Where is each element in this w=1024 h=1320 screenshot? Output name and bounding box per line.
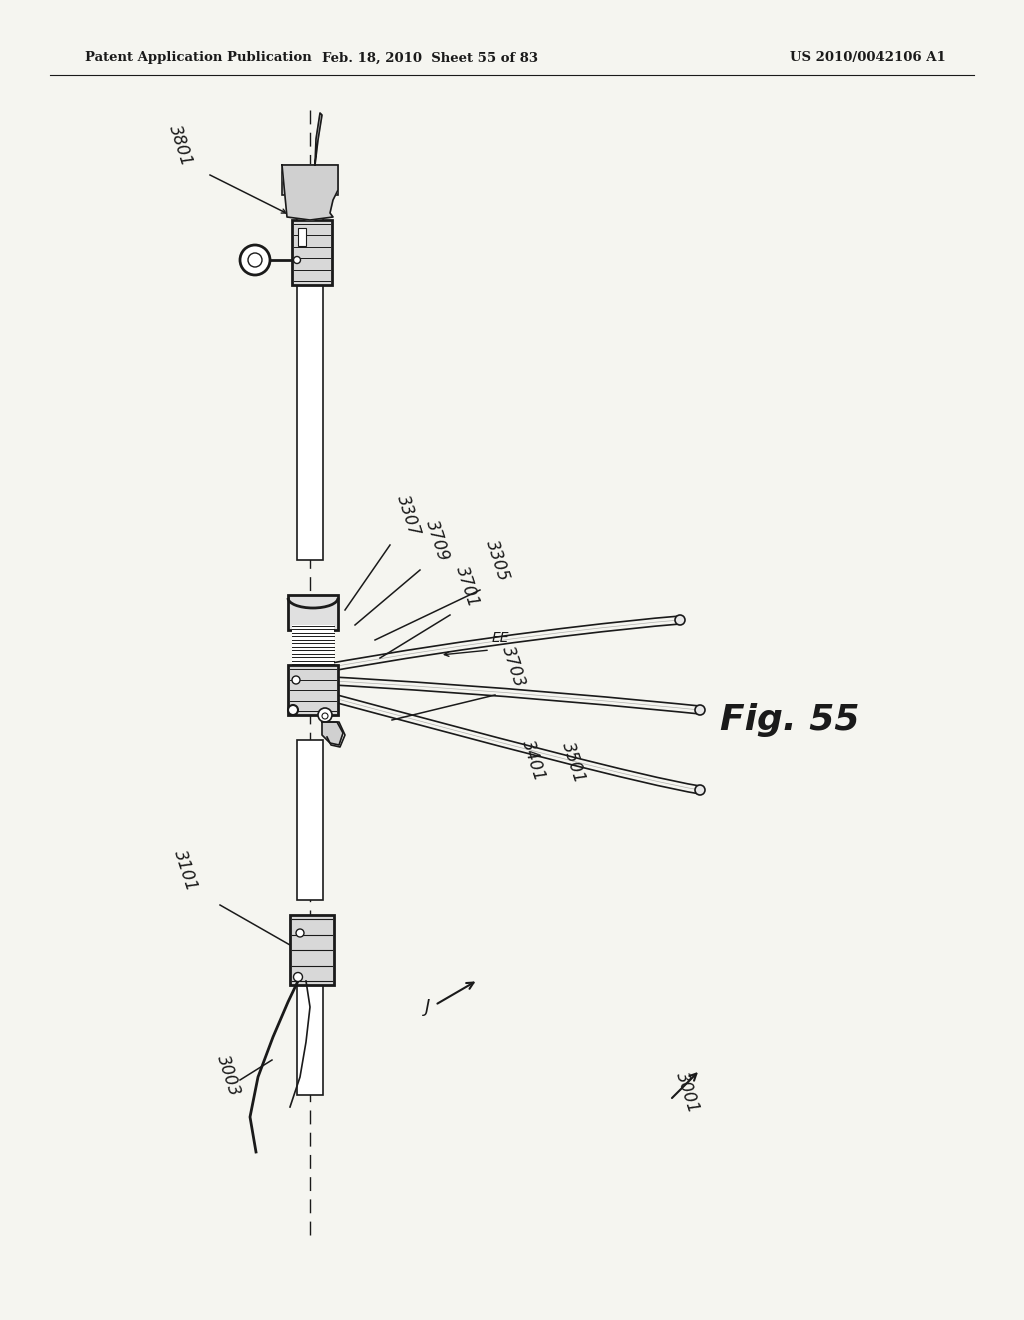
Circle shape bbox=[322, 713, 328, 719]
Circle shape bbox=[248, 253, 262, 267]
Polygon shape bbox=[322, 722, 343, 744]
Text: 3305: 3305 bbox=[482, 539, 512, 583]
Circle shape bbox=[240, 246, 270, 275]
Text: 3401: 3401 bbox=[518, 738, 548, 784]
Bar bbox=[292, 624, 334, 665]
Bar bbox=[290, 915, 334, 985]
Text: Feb. 18, 2010  Sheet 55 of 83: Feb. 18, 2010 Sheet 55 of 83 bbox=[322, 51, 538, 65]
Bar bbox=[282, 165, 338, 195]
Polygon shape bbox=[315, 114, 322, 165]
Text: Patent Application Publication: Patent Application Publication bbox=[85, 51, 311, 65]
Circle shape bbox=[294, 973, 302, 982]
Text: 3101: 3101 bbox=[170, 847, 200, 894]
Circle shape bbox=[288, 705, 298, 715]
Polygon shape bbox=[282, 165, 338, 220]
Text: 3703: 3703 bbox=[498, 644, 528, 690]
Text: 3001: 3001 bbox=[672, 1071, 702, 1115]
Bar bbox=[288, 595, 338, 630]
Text: Fig. 55: Fig. 55 bbox=[720, 704, 859, 737]
Bar bbox=[298, 228, 306, 246]
Circle shape bbox=[292, 676, 300, 684]
Circle shape bbox=[294, 256, 300, 264]
Bar bbox=[288, 665, 338, 715]
Text: 3801: 3801 bbox=[165, 123, 196, 169]
Circle shape bbox=[318, 708, 332, 722]
Circle shape bbox=[675, 615, 685, 624]
Circle shape bbox=[296, 929, 304, 937]
Bar bbox=[297, 985, 323, 1096]
Bar bbox=[297, 210, 323, 560]
Text: 3709: 3709 bbox=[422, 517, 453, 564]
Circle shape bbox=[695, 785, 705, 795]
Text: 3003: 3003 bbox=[213, 1053, 243, 1100]
Text: 3701: 3701 bbox=[452, 564, 482, 610]
Bar bbox=[297, 741, 323, 900]
Text: J: J bbox=[425, 998, 430, 1016]
Text: 3501: 3501 bbox=[558, 741, 588, 785]
Bar bbox=[292, 220, 332, 285]
Circle shape bbox=[695, 705, 705, 715]
Text: US 2010/0042106 A1: US 2010/0042106 A1 bbox=[790, 51, 946, 65]
Text: EE: EE bbox=[492, 631, 510, 645]
Text: 3307: 3307 bbox=[393, 492, 423, 539]
